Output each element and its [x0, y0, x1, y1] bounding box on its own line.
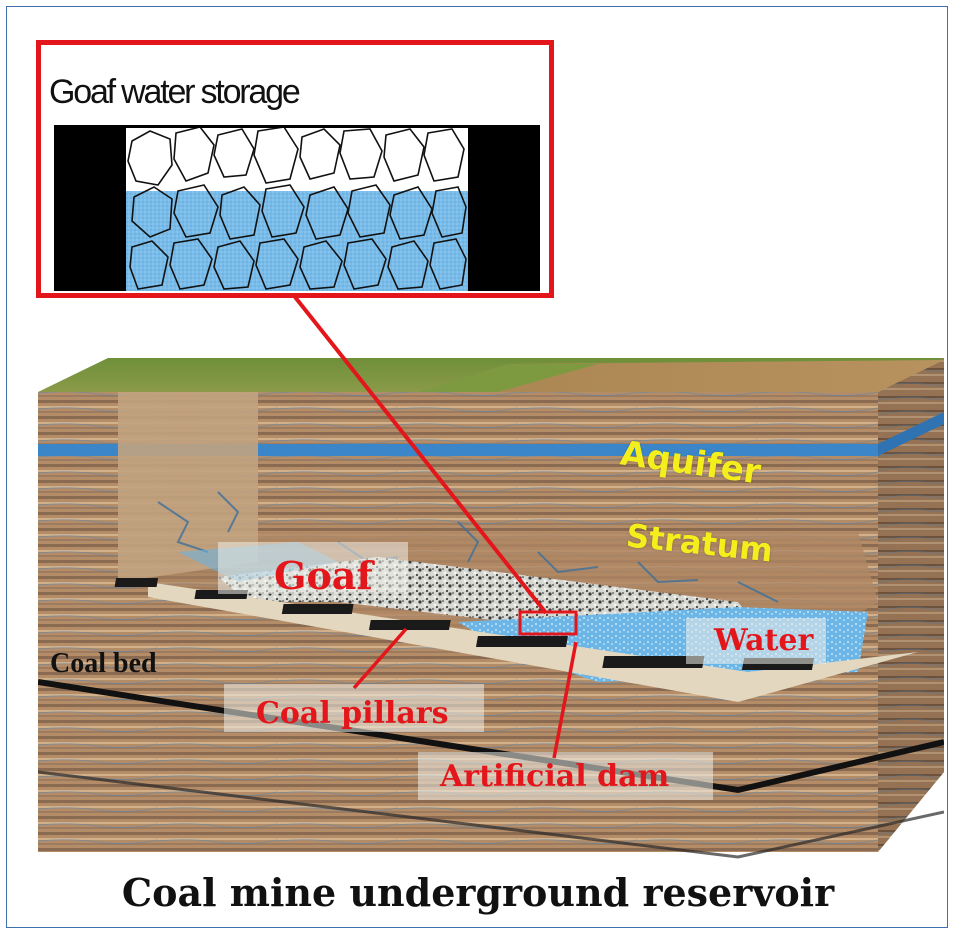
coal-pillars-label: Coal pillars: [256, 696, 449, 731]
inset-title: Goaf water storage: [49, 73, 301, 111]
left-coal-pillar: [54, 125, 126, 291]
detail-highlight-box: [518, 610, 578, 636]
figure-caption: Coal mine underground reservoir: [121, 870, 835, 915]
goaf-storage-cross-section: [54, 125, 540, 291]
goaf-label: Goaf: [274, 553, 373, 598]
artificial-dam-label: Artificial dam: [440, 759, 670, 794]
artificial-dam-leader: [552, 641, 578, 759]
broken-rock-fragments: [127, 126, 467, 290]
coal-mine-block-diagram: [38, 358, 944, 859]
coal-pillars-leader: [352, 627, 408, 690]
water-label: Water: [714, 623, 814, 658]
right-coal-pillar: [468, 125, 540, 291]
coal-bed-label: Coal bed: [50, 648, 157, 679]
goaf-storage-inset: Goaf water storage: [36, 40, 554, 298]
